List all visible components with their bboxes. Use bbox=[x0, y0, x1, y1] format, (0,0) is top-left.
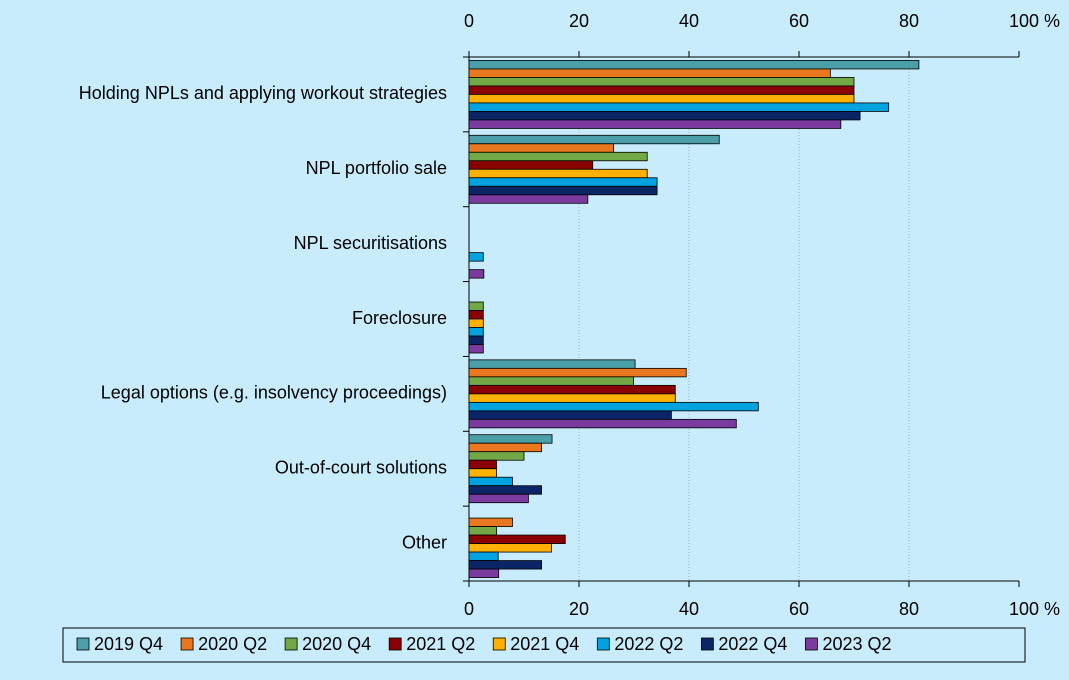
bar bbox=[468, 94, 855, 104]
bar bbox=[468, 401, 759, 412]
bar bbox=[468, 468, 497, 478]
bar bbox=[468, 493, 529, 504]
bar bbox=[468, 384, 676, 395]
bar bbox=[468, 410, 672, 420]
y-tick-label: NPL securitisations bbox=[294, 233, 447, 253]
bar bbox=[468, 526, 497, 536]
y-tick-label: Out-of-court solutions bbox=[275, 457, 447, 477]
bar bbox=[468, 560, 542, 570]
bar bbox=[468, 301, 484, 311]
x-tick-label: 20 bbox=[569, 599, 589, 619]
legend-swatch bbox=[596, 637, 610, 651]
y-tick-label: Foreclosure bbox=[352, 308, 447, 328]
bar bbox=[468, 517, 513, 527]
y-tick-label: Other bbox=[402, 532, 447, 552]
legend-label: 2022 Q4 bbox=[718, 634, 787, 654]
bar bbox=[468, 476, 513, 487]
bar bbox=[468, 434, 553, 444]
bar bbox=[468, 310, 484, 320]
y-tick-label: Legal options (e.g. insolvency proceedin… bbox=[101, 383, 447, 403]
legend-label: 2020 Q4 bbox=[302, 634, 371, 654]
legend-swatch bbox=[180, 637, 194, 651]
bar bbox=[468, 442, 542, 453]
bar bbox=[468, 376, 634, 386]
bar bbox=[468, 185, 658, 196]
legend-swatch bbox=[492, 637, 506, 651]
legend-swatch bbox=[805, 637, 818, 651]
bar bbox=[468, 177, 658, 187]
x-tick-label: 100 % bbox=[1009, 599, 1060, 619]
legend-label: 2020 Q2 bbox=[198, 634, 267, 654]
bar bbox=[468, 459, 497, 470]
bar bbox=[468, 534, 566, 544]
legend-label: 2021 Q2 bbox=[406, 634, 475, 654]
bar bbox=[468, 60, 920, 70]
y-tick-label: NPL portfolio sale bbox=[306, 158, 447, 178]
bar bbox=[468, 134, 720, 145]
legend-label: 2019 Q4 bbox=[94, 634, 163, 654]
x-tick-label: 0 bbox=[464, 599, 474, 619]
x-tick-label: 100 % bbox=[1009, 11, 1060, 31]
bar bbox=[468, 111, 861, 121]
bar bbox=[468, 344, 484, 354]
x-tick-label: 20 bbox=[569, 11, 589, 31]
bar bbox=[468, 85, 855, 95]
bar bbox=[468, 393, 676, 403]
bar bbox=[468, 551, 499, 561]
bar bbox=[468, 568, 500, 578]
bar bbox=[468, 367, 687, 378]
legend-label: 2023 Q2 bbox=[822, 634, 891, 654]
bar bbox=[468, 269, 485, 279]
bar bbox=[468, 252, 484, 262]
bar bbox=[468, 151, 648, 162]
bar bbox=[468, 327, 484, 337]
bar bbox=[468, 418, 737, 429]
legend-swatch bbox=[76, 637, 90, 651]
bar bbox=[468, 335, 484, 345]
legend-label: 2021 Q4 bbox=[510, 634, 579, 654]
x-tick-label: 80 bbox=[899, 599, 919, 619]
x-tick-label: 40 bbox=[679, 599, 699, 619]
bar bbox=[468, 318, 484, 328]
bar bbox=[468, 451, 525, 461]
bar bbox=[468, 543, 552, 553]
legend-label: 2022 Q2 bbox=[614, 634, 683, 654]
bar bbox=[468, 143, 615, 153]
x-tick-label: 60 bbox=[789, 599, 809, 619]
bar bbox=[468, 68, 831, 78]
legend-swatch bbox=[388, 637, 402, 651]
x-tick-label: 0 bbox=[464, 11, 474, 31]
x-tick-label: 40 bbox=[679, 11, 699, 31]
x-tick-label: 80 bbox=[899, 11, 919, 31]
bar bbox=[468, 119, 842, 129]
bar bbox=[468, 77, 855, 87]
bar bbox=[468, 102, 890, 112]
y-tick-label: Holding NPLs and applying workout strate… bbox=[79, 83, 447, 103]
bar bbox=[468, 359, 636, 369]
legend-swatch bbox=[700, 637, 714, 651]
legend-swatch bbox=[284, 637, 298, 651]
x-tick-label: 60 bbox=[789, 11, 809, 31]
bar bbox=[468, 485, 542, 495]
bar bbox=[468, 160, 594, 170]
bar bbox=[468, 194, 589, 204]
bar bbox=[468, 168, 648, 179]
legend-box bbox=[62, 627, 1026, 663]
